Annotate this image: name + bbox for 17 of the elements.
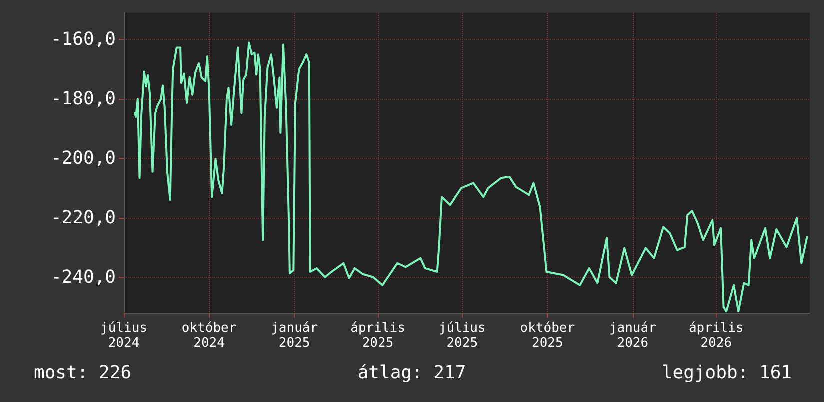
x-tick-label: október 2025: [520, 321, 576, 351]
y-tick-label: -240,0: [50, 266, 116, 288]
y-tick-label: -160,0: [50, 29, 116, 50]
x-tick-label: április 2026: [688, 321, 744, 351]
x-tick-label: október 2024: [182, 321, 237, 351]
x-tick-label: július 2025: [438, 321, 486, 351]
text: most: 226: [34, 362, 132, 384]
y-tick-label: -200,0: [50, 148, 116, 170]
x-tick-label: július 2024: [100, 321, 148, 351]
y-tick-label: -220,0: [50, 207, 116, 228]
x-tick-label: április 2025: [350, 321, 406, 351]
x-tick-label: január 2026: [609, 321, 657, 351]
text: átlag: 217: [358, 362, 466, 384]
line-series: [134, 42, 808, 313]
y-tick-label: -180,0: [50, 88, 116, 110]
x-tick-label: január 2025: [271, 321, 318, 351]
text: legjobb: 161: [662, 362, 792, 384]
